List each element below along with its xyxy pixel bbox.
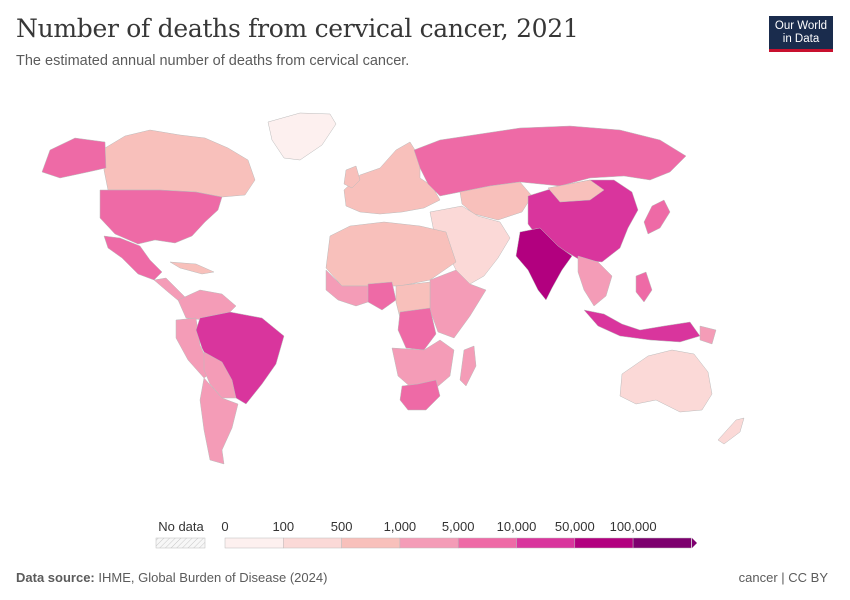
country-united-states[interactable] (99, 189, 223, 245)
country-south-africa[interactable] (399, 379, 441, 411)
country-alaska[interactable] (41, 137, 107, 179)
country-mongolia[interactable] (547, 179, 605, 203)
legend-bins (224, 537, 692, 549)
legend-no-data-swatch (155, 537, 206, 549)
footer-source: Data source: IHME, Global Burden of Dise… (16, 570, 327, 585)
legend-no-data-label: No data (158, 519, 204, 534)
region-caribbean[interactable] (169, 261, 215, 275)
page-title: Number of deaths from cervical cancer, 2… (16, 14, 579, 43)
legend-bin-2 (341, 537, 401, 549)
legend-tick-label: 0 (221, 519, 228, 534)
country-united-kingdom[interactable] (343, 165, 361, 189)
country-indonesia[interactable] (583, 309, 701, 343)
legend-tick-label: 100 (272, 519, 294, 534)
legend-bin-0 (224, 537, 284, 549)
legend-bin-1 (283, 537, 342, 549)
legend-bin-4 (457, 537, 517, 549)
country-nigeria[interactable] (367, 281, 397, 311)
legend-bin-5 (516, 537, 576, 549)
country-philippines[interactable] (635, 271, 653, 303)
legend-tick-label: 100,000 (610, 519, 657, 534)
legend-tick-label: 500 (331, 519, 353, 534)
legend-tick-label: 5,000 (442, 519, 475, 534)
legend-tick-label: 10,000 (497, 519, 537, 534)
country-greenland[interactable] (267, 112, 337, 161)
country-mexico[interactable] (103, 235, 163, 281)
country-japan[interactable] (643, 199, 671, 235)
legend-overflow-arrow (692, 538, 697, 548)
region-central-asia[interactable] (459, 181, 533, 221)
color-legend: No data 0 100 500 1,000 5,000 10,000 50,000 100… (155, 519, 697, 549)
region-north-africa[interactable] (325, 221, 457, 287)
page-subtitle: The estimated annual number of deaths fr… (16, 53, 410, 69)
legend-bin-6 (574, 537, 634, 549)
country-madagascar[interactable] (459, 345, 477, 387)
region-east-africa[interactable] (429, 269, 487, 339)
source-label: Data source: (16, 570, 95, 585)
legend-bin-3 (399, 537, 459, 549)
legend-tick-label: 50,000 (555, 519, 595, 534)
country-new-zealand[interactable] (717, 417, 745, 445)
legend-bin-7 (632, 537, 692, 549)
region-southern-cone[interactable] (199, 377, 239, 465)
legend-ticks: 0 100 500 1,000 5,000 10,000 50,000 100,000 (221, 519, 656, 534)
country-dr-congo[interactable] (397, 307, 437, 351)
region-southeast-asia[interactable] (577, 255, 613, 307)
world-map (41, 112, 745, 465)
region-west-africa[interactable] (325, 269, 375, 307)
country-canada[interactable] (103, 129, 256, 198)
country-brazil[interactable] (195, 311, 285, 405)
legend-tick-label: 1,000 (384, 519, 417, 534)
region-southern-africa[interactable] (391, 339, 455, 391)
source-text[interactable]: IHME, Global Burden of Disease (2024) (98, 570, 328, 585)
country-papua-new-guinea[interactable] (699, 325, 717, 345)
country-russia[interactable] (413, 125, 687, 197)
country-india[interactable] (515, 227, 573, 301)
country-australia[interactable] (619, 349, 713, 413)
owid-logo[interactable]: Our World in Data (769, 16, 833, 52)
region-bolivia-paraguay[interactable] (203, 351, 237, 399)
logo-line-2: in Data (782, 32, 820, 45)
logo-line-1: Our World (774, 20, 828, 32)
footer-license[interactable]: cancer | CC BY (738, 570, 828, 585)
